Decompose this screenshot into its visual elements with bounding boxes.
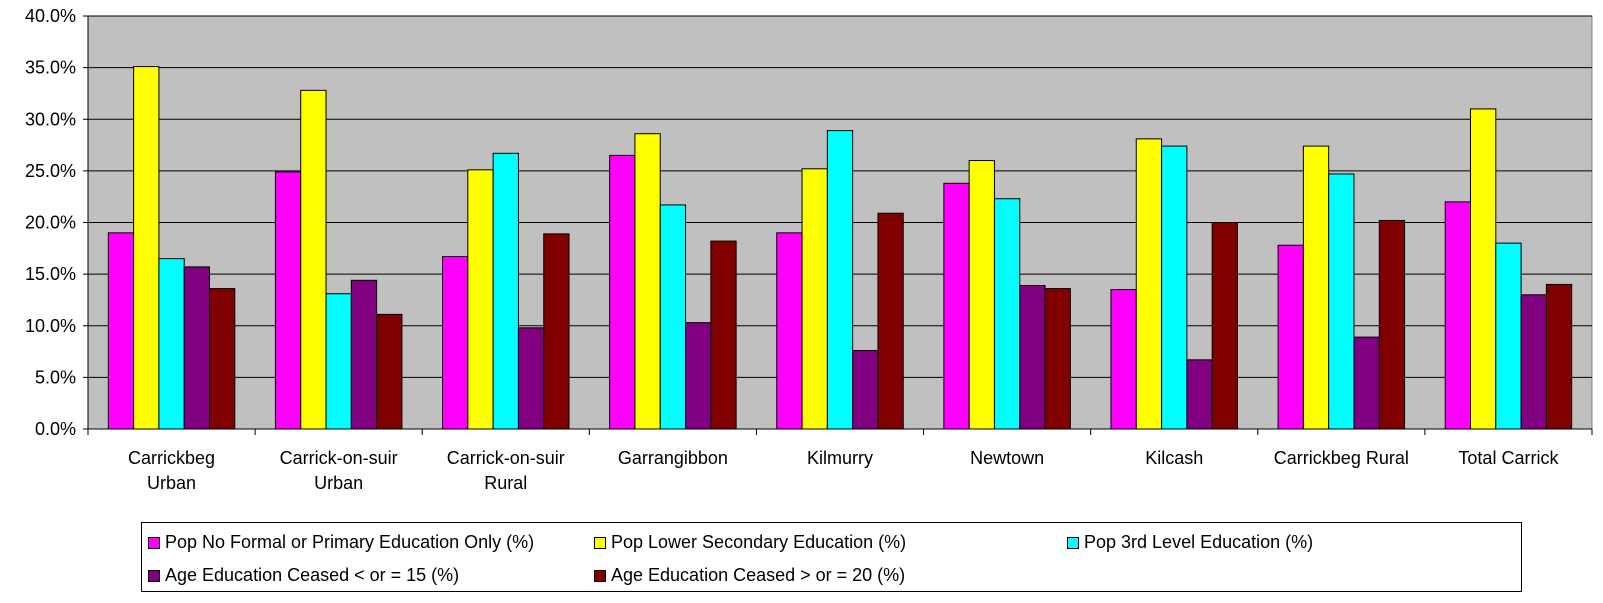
legend-label: Age Education Ceased < or = 15 (%) [165,565,460,585]
y-tick-label: 15.0% [25,264,76,284]
bar [1378,219,1406,430]
bar [107,232,135,430]
legend-label: Pop 3rd Level Education (%) [1084,532,1314,552]
x-tick-label: Kilmurry [807,448,873,468]
bar [133,66,160,430]
legend-label: Pop No Formal or Primary Education Only … [165,532,535,552]
y-tick-label: 30.0% [25,109,76,129]
y-tick-label: 5.0% [35,367,76,387]
bar [209,288,236,430]
bar [1328,173,1355,430]
y-tick-label: 20.0% [25,213,76,233]
legend-swatch-magenta [148,536,160,549]
y-tick-label: 25.0% [25,161,76,181]
bar [183,266,211,430]
legend-item-ceased-20: Age Education Ceased > or = 20 (%) [594,565,905,586]
x-tick-label: Total Carrick [1458,448,1559,468]
bar [968,160,995,430]
bar [376,313,403,430]
bar [685,322,712,430]
x-tick-label: Carrick-on-suir Urban [280,448,398,493]
bar [852,350,879,430]
legend-item-no-formal-primary: Pop No Formal or Primary Education Only … [148,532,534,553]
bar [300,89,327,430]
bar [517,327,545,430]
bar [1044,288,1071,430]
x-tick-label: Carrickbeg Rural [1274,448,1409,468]
bar [659,204,687,430]
x-axis-ticks [87,429,1593,435]
legend-swatch-cyan [1067,536,1079,549]
y-tick-label: 0.0% [35,419,76,439]
legend-swatch-purple [148,569,160,582]
bar [543,233,570,430]
bar [993,198,1021,430]
bar [1135,138,1163,430]
bar [609,154,636,430]
legend-item-third-level: Pop 3rd Level Education (%) [1067,532,1313,553]
bar [1520,294,1547,430]
bar-chart: 0.0% 5.0% 10.0% 15.0% 20.0% 25.0% 30.0% 35.0% 40… [25,6,1593,493]
bar [274,171,302,430]
bar [1302,145,1330,430]
bar [350,279,378,430]
bar [1277,244,1304,430]
bar [634,133,661,430]
bar [877,212,904,430]
x-tick-label: Kilcash [1145,448,1203,468]
bar [801,168,828,430]
bar [442,256,469,430]
x-tick-label: Carrick-on-suir Rural [447,448,565,493]
legend-item-lower-secondary: Pop Lower Secondary Education (%) [594,532,906,553]
bar [1444,201,1471,430]
bar [492,152,519,430]
x-tick-label: Garrangibbon [618,448,728,468]
bar [1495,242,1522,430]
bar [1353,336,1380,430]
bar [710,240,737,430]
bars [107,66,1573,430]
bar [1019,284,1046,430]
bar [158,258,185,430]
bar [943,182,970,430]
bar [826,130,854,430]
bar [776,232,803,430]
x-tick-label: Carrickbeg Urban [128,448,215,493]
legend-swatch-maroon [594,569,606,582]
bar [1211,222,1238,430]
y-tick-label: 40.0% [25,6,76,26]
bar [1186,359,1213,430]
legend-label: Age Education Ceased > or = 20 (%) [611,565,906,585]
legend: Pop No Formal or Primary Education Only … [141,522,1522,592]
bar [1469,108,1497,430]
bar [1161,145,1188,430]
legend-label: Pop Lower Secondary Education (%) [611,532,907,552]
y-tick-label: 35.0% [25,58,76,78]
y-axis-ticks: 0.0% 5.0% 10.0% 15.0% 20.0% 25.0% 30.0% 35.0% 40… [25,6,88,439]
x-axis-labels: Carrickbeg Urban Carrick-on-suir Urban Carri… [128,448,1559,493]
x-tick-label: Newtown [970,448,1044,468]
legend-item-ceased-15: Age Education Ceased < or = 15 (%) [148,565,459,586]
bar [1545,283,1573,430]
bar [325,293,352,430]
bar [1110,289,1137,430]
bar [467,169,494,430]
y-tick-label: 10.0% [25,316,76,336]
legend-swatch-yellow [594,536,606,549]
